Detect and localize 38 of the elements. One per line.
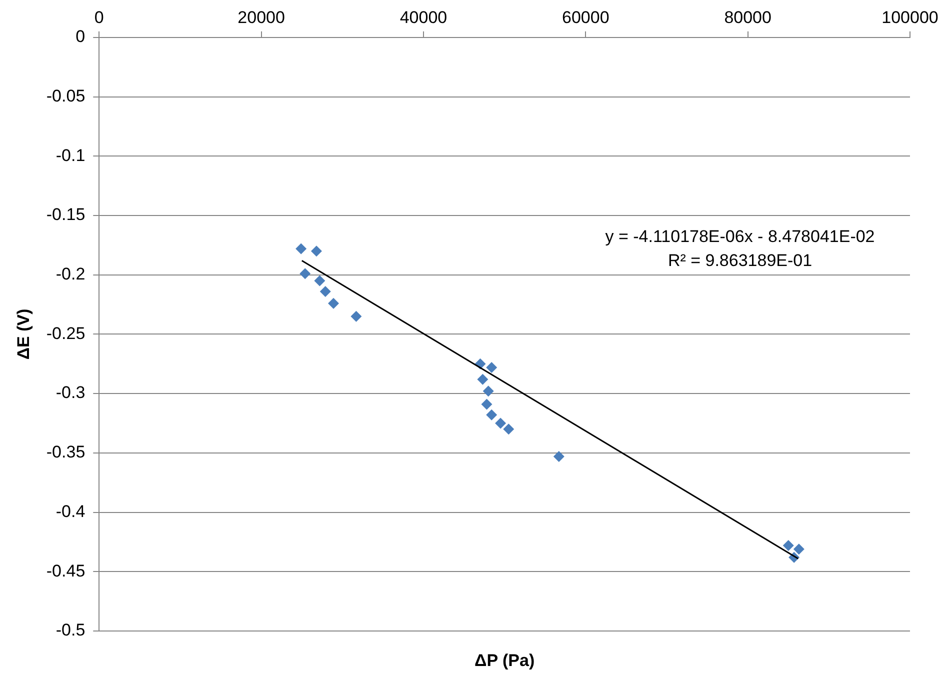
x-axis-title: ΔP (Pa) [474, 651, 535, 670]
x-tick-label: 40000 [400, 8, 448, 27]
point [495, 418, 506, 429]
x-tick-label: 80000 [724, 8, 772, 27]
point [310, 246, 322, 257]
y-tick-label: -0.35 [46, 442, 86, 462]
point [328, 298, 339, 309]
y-tick-label: -0.2 [56, 264, 86, 284]
point [296, 243, 307, 254]
x-tick-label: 20000 [238, 8, 285, 27]
point [486, 409, 498, 420]
point [314, 275, 326, 286]
point [477, 374, 488, 385]
x-tick-label: 0 [94, 8, 104, 27]
y-tick-label: -0.1 [56, 146, 86, 165]
annotation: R² = 9.863189E-01 [668, 251, 812, 270]
point [486, 362, 498, 373]
y-tick-label: -0.05 [46, 86, 86, 106]
x-tick-label: 100000 [882, 8, 938, 27]
annotation: y = -4.110178E-06x - 8.478041E-02 [605, 227, 875, 246]
point [553, 450, 564, 462]
y-tick-label: -0.3 [56, 383, 86, 402]
point [482, 386, 494, 397]
x-tick-label: 60000 [562, 8, 610, 27]
y-tick-label: -0.4 [56, 502, 86, 521]
y-axis-title: ΔE (V) [14, 308, 33, 360]
y-tick-label: -0.25 [46, 324, 86, 343]
y-tick-label: -0.15 [46, 205, 86, 224]
point [300, 268, 311, 280]
y-tick-label: -0.45 [46, 561, 86, 580]
point [481, 398, 492, 410]
y-tick-label: -0.5 [56, 620, 86, 640]
point [782, 540, 794, 552]
y-tick-label: 0 [76, 27, 86, 46]
point [350, 310, 362, 322]
point [503, 424, 514, 435]
point [320, 286, 331, 297]
point [793, 544, 804, 555]
